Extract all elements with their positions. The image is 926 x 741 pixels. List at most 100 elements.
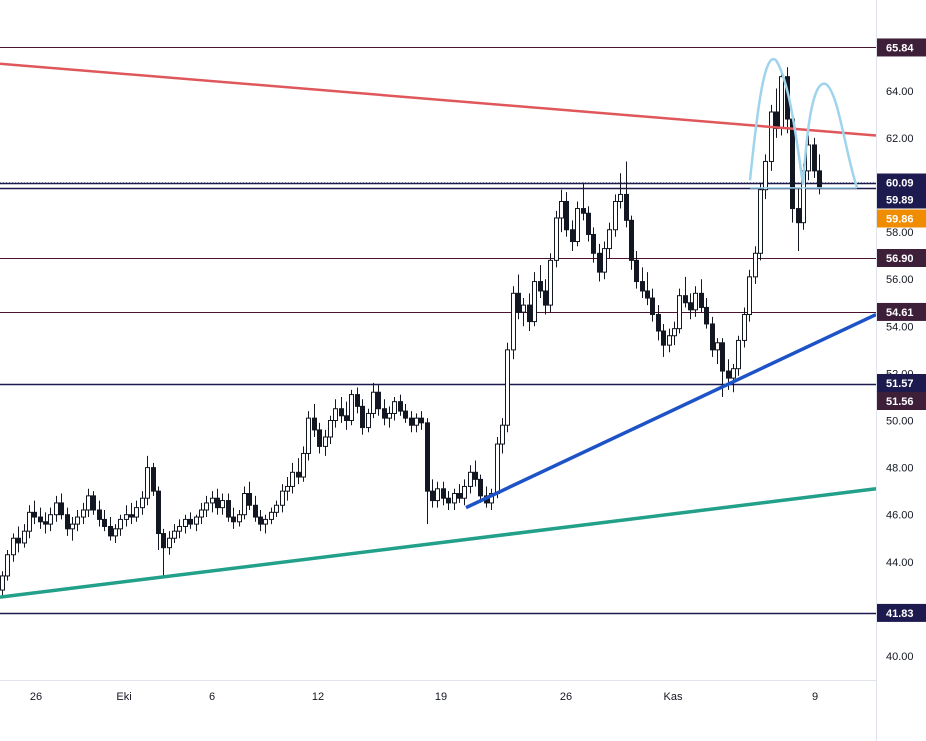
candle-body [731,368,736,379]
candle-body [769,111,774,162]
candle-body [296,471,301,478]
candle-body [129,514,134,518]
candle-body [392,401,397,414]
candle-body [634,259,639,283]
candle-body [430,490,435,502]
y-tick-label: 62.00 [886,133,914,145]
candle-body [226,500,231,518]
pattern-arc-left [748,57,805,186]
price-tag-label: 51.56 [886,396,914,408]
candle-body [54,502,59,516]
candle-body [70,523,75,530]
candle-body [366,412,371,429]
candle-body [796,208,801,224]
candle-body [16,537,21,544]
price-tag-bg [877,603,926,622]
candle-body [237,514,242,523]
candle-body [140,497,145,509]
price-tag-label: 60.09 [886,178,914,190]
price-tag-label: 59.89 [886,195,914,207]
candle-body [376,391,381,410]
price-tag-59-86: 59.86 [877,209,926,228]
candle-body [629,219,634,261]
candle-body [409,417,414,426]
candle-body [91,495,96,511]
candle-body [134,507,139,518]
candle-body [274,504,279,513]
candle-body [5,554,10,577]
candle-body [102,518,107,527]
candle-body [301,452,306,478]
y-axis: 40.0042.0044.0046.0048.0050.0052.0054.00… [876,0,926,741]
candle-body [591,233,596,254]
candles [0,67,822,598]
candle-body [312,417,317,431]
candle-body [473,471,478,480]
candle-body [231,516,236,523]
pattern-arc-right [801,82,859,188]
horizontal-levels [0,47,876,615]
candle-body [532,281,537,323]
y-tick-label: 48.00 [886,463,914,475]
drawings [0,57,877,599]
candle-body [650,297,655,316]
candle-body [812,144,817,172]
price-tag-label: 56.90 [886,253,914,265]
candle-body [349,394,354,422]
y-tick-label: 44.00 [886,557,914,569]
candle-body [570,229,575,243]
y-tick-label: 58.00 [886,227,914,239]
price-tag-51-57: 51.57 [877,374,926,392]
candle-body [306,417,311,454]
candle-body [11,537,16,556]
candle-body [624,193,629,221]
candle-body [355,394,360,407]
candle-body [581,208,586,214]
candle-body [715,342,720,351]
candle-body [22,530,27,544]
candle-body [726,370,731,379]
candle-body [113,528,118,537]
candle-body [554,217,559,261]
price-tag-56-90: 56.90 [877,249,926,268]
price-tag-bg [877,190,926,209]
candle-body [559,200,564,219]
candle-body [586,212,591,235]
candle-body [199,509,204,518]
candle-body [806,144,811,172]
candle-body [667,335,672,346]
candle-body [575,208,580,243]
candle-body [118,518,123,530]
candle-body [253,504,258,518]
candle-body [602,248,607,273]
candle-body [462,485,467,499]
x-axis: 26 Eki 6 12 19 26 Kas 9 [0,680,876,703]
y-tick-label: 40.00 [886,651,914,663]
candle-body [677,295,682,330]
candle-body [478,478,483,497]
x-tick-label: 19 [435,691,447,703]
candle-body [398,401,403,412]
y-tick-label: 56.00 [886,274,914,286]
price-tag-label: 65.84 [886,42,914,54]
candle-body [210,497,215,504]
resistance-trendline [0,62,877,137]
candle-body [258,516,263,525]
candle-body [59,502,64,516]
candle-body [645,290,650,299]
y-tick-label: 64.00 [886,86,914,98]
candle-body [672,328,677,337]
support-trendline-green [0,487,877,599]
candle-body [613,200,618,231]
x-tick-label: 9 [812,691,818,703]
candle-body [425,422,430,492]
candle-body [242,493,247,516]
candle-body [753,252,758,278]
price-tag-54-61: 54.61 [877,302,926,321]
candle-body [511,292,516,351]
price-tag-bg [877,249,926,268]
candle-body [65,514,70,530]
candle-body [285,485,290,492]
candle-body [435,488,440,502]
